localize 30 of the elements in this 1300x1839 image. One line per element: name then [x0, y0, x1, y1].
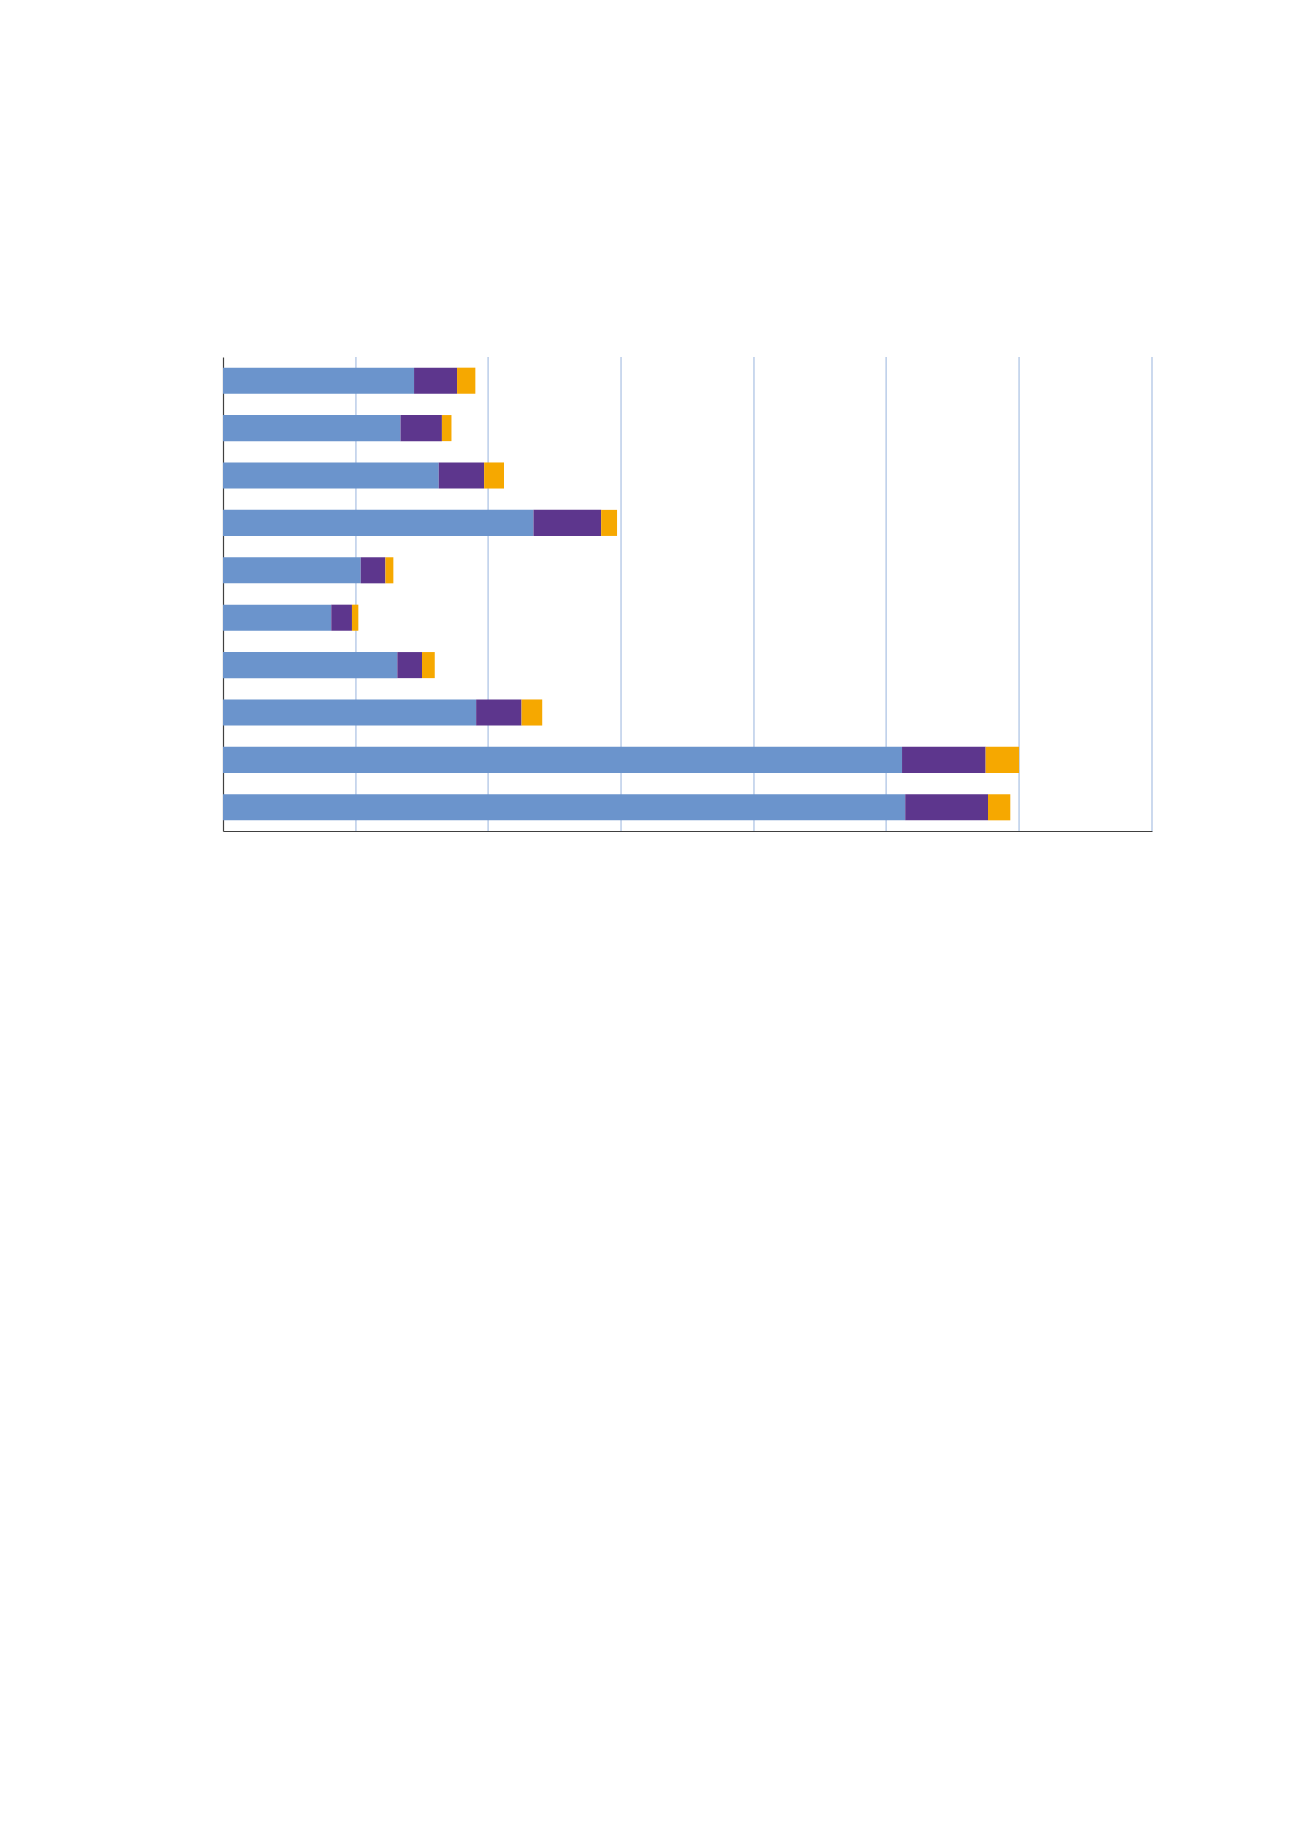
bar — [476, 699, 522, 726]
bar — [422, 652, 435, 679]
bar — [601, 509, 618, 536]
bar — [360, 557, 386, 584]
bar — [457, 367, 476, 394]
bar — [331, 604, 352, 631]
bar — [400, 415, 442, 442]
bar — [223, 509, 534, 536]
bar — [441, 415, 452, 442]
bar — [223, 746, 903, 773]
bar — [414, 367, 458, 394]
bar — [533, 509, 602, 536]
bar — [223, 652, 398, 679]
bar — [988, 794, 1011, 821]
bar — [438, 462, 485, 489]
bar — [985, 746, 1020, 773]
bar — [484, 462, 505, 489]
bar — [223, 794, 906, 821]
bar — [351, 604, 359, 631]
bar — [223, 699, 477, 726]
bar — [223, 415, 401, 442]
bar — [223, 604, 332, 631]
bar — [905, 794, 989, 821]
bar — [385, 557, 394, 584]
bar — [223, 462, 439, 489]
bar — [397, 652, 423, 679]
bar — [223, 557, 361, 584]
bar — [902, 746, 986, 773]
bar — [521, 699, 543, 726]
bar — [223, 367, 415, 394]
